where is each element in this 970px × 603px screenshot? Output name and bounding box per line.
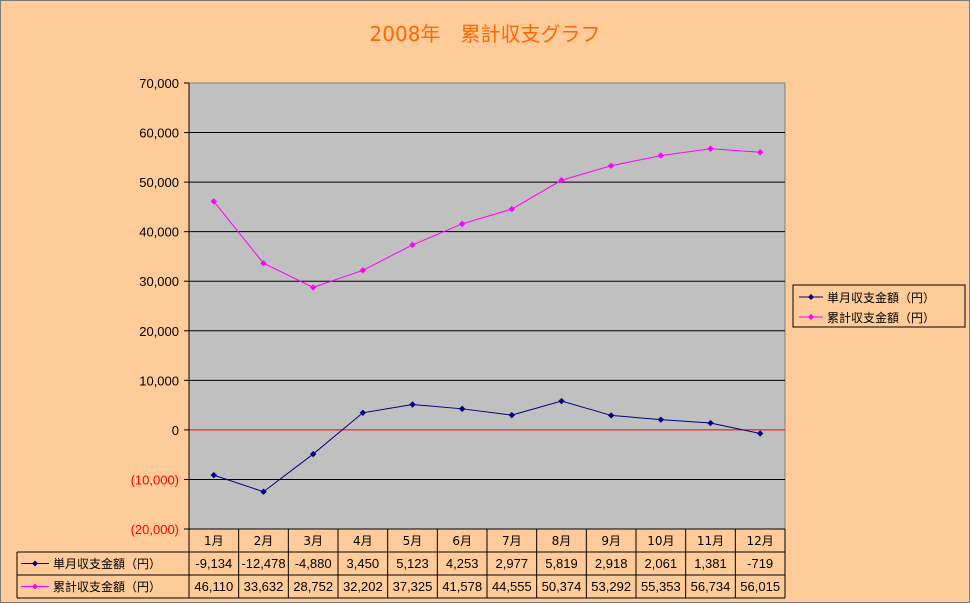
category-label: 7月 bbox=[502, 534, 522, 548]
y-tick-label: 60,000 bbox=[139, 126, 179, 141]
y-tick-label: 0 bbox=[172, 423, 179, 438]
data-label: 2,918 bbox=[595, 556, 628, 571]
y-tick-label: (10,000) bbox=[131, 472, 179, 487]
table-row-label: 累計収支金額（円） bbox=[53, 579, 161, 594]
plot-background bbox=[188, 82, 786, 530]
data-point bbox=[260, 260, 267, 267]
series-line-2 bbox=[213, 148, 761, 288]
data-label: 46,110 bbox=[194, 579, 233, 594]
data-point bbox=[657, 416, 665, 423]
data-point bbox=[558, 397, 565, 405]
data-point bbox=[359, 267, 367, 274]
category-label: 2月 bbox=[254, 534, 274, 548]
data-label: 2,977 bbox=[496, 556, 529, 571]
data-label: 37,325 bbox=[393, 579, 433, 594]
legend: 単月収支金額（円） 累計収支金額（円） bbox=[792, 284, 966, 328]
y-tick-label: 70,000 bbox=[139, 76, 179, 91]
data-label: 56,734 bbox=[691, 579, 731, 594]
category-label: 3月 bbox=[303, 534, 323, 548]
y-tick-label: 40,000 bbox=[139, 225, 179, 240]
legend-box bbox=[792, 284, 966, 328]
data-label: 3,450 bbox=[347, 556, 380, 571]
data-point bbox=[210, 471, 218, 479]
data-point bbox=[607, 412, 615, 419]
category-label: 6月 bbox=[452, 534, 472, 548]
data-point bbox=[756, 430, 764, 437]
y-tick-label: 30,000 bbox=[139, 274, 179, 289]
data-label: -719 bbox=[747, 556, 773, 571]
series-line-1 bbox=[213, 400, 761, 493]
category-label: 10月 bbox=[647, 534, 674, 548]
category-label: 11月 bbox=[697, 534, 724, 548]
data-label: 1,381 bbox=[694, 556, 727, 571]
data-point bbox=[210, 198, 218, 205]
data-label: 53,292 bbox=[591, 579, 631, 594]
data-label: -9,134 bbox=[195, 556, 232, 571]
legend-marker bbox=[808, 294, 814, 300]
data-point bbox=[458, 405, 466, 413]
y-tick-label: 50,000 bbox=[139, 175, 179, 190]
data-point bbox=[309, 284, 317, 291]
data-point bbox=[657, 152, 665, 159]
data-label: 50,374 bbox=[542, 579, 582, 594]
category-label: 5月 bbox=[403, 534, 423, 548]
data-label: 33,632 bbox=[244, 579, 284, 594]
data-point bbox=[260, 488, 267, 495]
legend-entry: 累計収支金額（円） bbox=[827, 310, 935, 325]
data-point bbox=[508, 205, 516, 213]
category-label: 4月 bbox=[353, 534, 373, 548]
data-point bbox=[756, 149, 764, 156]
data-point bbox=[458, 220, 466, 228]
table-legend-marker bbox=[32, 583, 38, 590]
data-label: 2,061 bbox=[645, 556, 678, 571]
y-tick-label: 20,000 bbox=[139, 324, 179, 339]
data-label: 55,353 bbox=[641, 579, 681, 594]
category-label: 9月 bbox=[601, 534, 621, 548]
data-label: 41,578 bbox=[442, 579, 482, 594]
y-tick-label: (20,000) bbox=[131, 522, 179, 537]
data-point bbox=[508, 411, 516, 419]
chart-title: 2008年 累計収支グラフ bbox=[370, 22, 601, 46]
data-label: 32,202 bbox=[343, 579, 383, 594]
data-point bbox=[309, 450, 317, 458]
table-legend-marker bbox=[32, 560, 38, 567]
data-label: 56,015 bbox=[740, 579, 780, 594]
data-label: -4,880 bbox=[295, 556, 332, 571]
data-label: 28,752 bbox=[293, 579, 333, 594]
data-label: 5,123 bbox=[396, 556, 429, 571]
category-label: 12月 bbox=[747, 534, 774, 548]
data-point bbox=[707, 419, 714, 427]
category-label: 8月 bbox=[552, 534, 572, 548]
data-point bbox=[707, 145, 714, 152]
data-point bbox=[409, 241, 416, 249]
data-label: -12,478 bbox=[241, 556, 285, 571]
plot-area bbox=[188, 82, 786, 530]
data-label: 4,253 bbox=[446, 556, 479, 571]
legend-marker bbox=[808, 314, 814, 320]
table-row-label: 単月収支金額（円） bbox=[53, 556, 161, 571]
category-label: 1月 bbox=[204, 534, 224, 548]
data-point bbox=[409, 401, 416, 408]
legend-entry: 単月収支金額（円） bbox=[827, 290, 935, 305]
data-point bbox=[558, 177, 565, 184]
data-label: 5,819 bbox=[545, 556, 578, 571]
y-axis: 70,000 60,000 50,000 40,000 30,000 20,000 10,0… bbox=[131, 76, 190, 537]
data-label: 44,555 bbox=[492, 579, 532, 594]
data-point bbox=[359, 409, 367, 416]
y-tick-label: 10,000 bbox=[139, 373, 179, 388]
data-point bbox=[607, 162, 615, 169]
